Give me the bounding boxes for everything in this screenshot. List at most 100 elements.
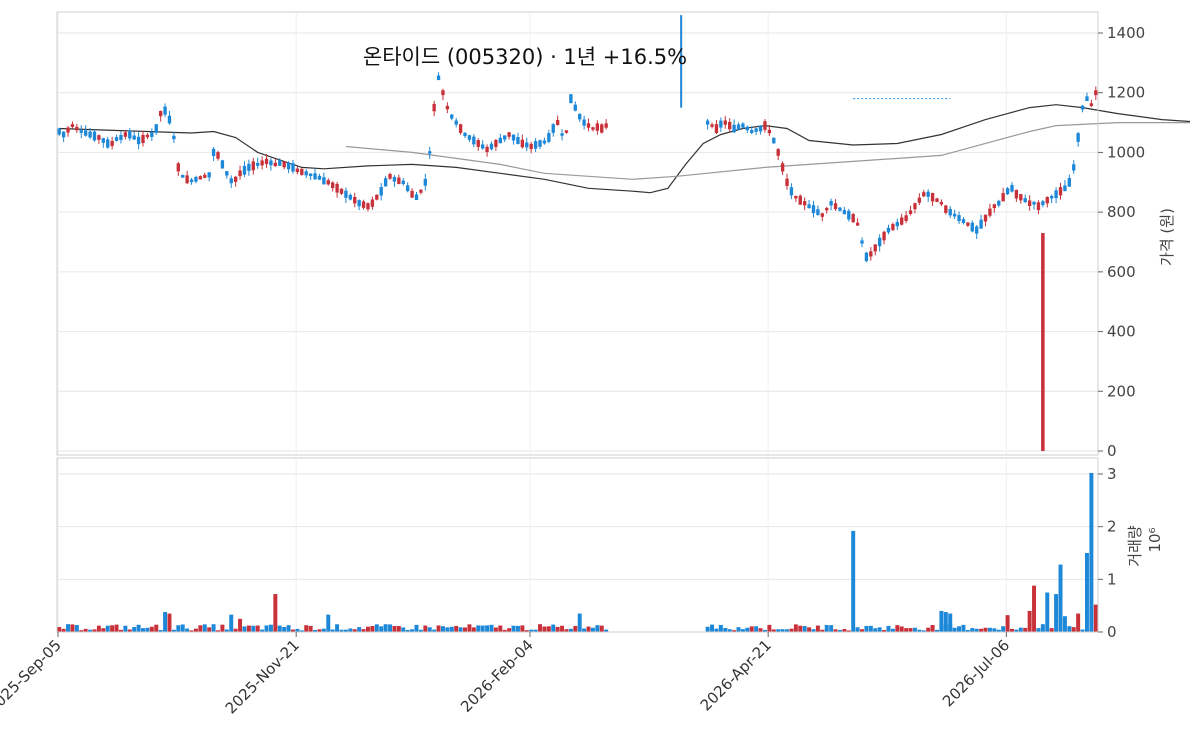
volume-bar: [379, 626, 384, 632]
volume-bar: [1080, 629, 1085, 632]
volume-bar: [330, 629, 335, 632]
candle-body: [176, 163, 180, 172]
candle-body: [1094, 90, 1098, 96]
volume-tick-label: 3: [1107, 465, 1117, 483]
volume-bar: [432, 629, 437, 632]
volume-bar: [427, 627, 432, 632]
volume-bar: [1089, 472, 1094, 632]
volume-bar: [921, 630, 926, 632]
volume-bar: [555, 626, 560, 632]
candle-body: [930, 192, 935, 202]
candle-body: [1014, 189, 1019, 199]
candle-body: [750, 129, 754, 134]
candle-body: [922, 192, 926, 197]
volume-bar: [313, 629, 318, 632]
volume-bar: [520, 625, 525, 632]
candle-body: [392, 176, 397, 182]
volume-bar: [255, 625, 260, 632]
volume-bar: [718, 624, 723, 632]
candle-body: [1089, 103, 1094, 107]
volume-bar: [189, 630, 194, 632]
candle-body: [339, 188, 344, 194]
volume-tick-label: 1: [1107, 570, 1117, 588]
candle-body: [414, 194, 419, 201]
volume-bar: [96, 625, 101, 632]
volume-bar: [1005, 615, 1010, 632]
candle-body: [825, 207, 829, 211]
volume-bar: [864, 625, 869, 632]
volume-bar: [952, 627, 957, 632]
axis-ticks: 0 200 400 600 800 1000 1200 1400 0 1 2 3 2025-Sep-05…: [0, 24, 1145, 717]
volume-bar: [983, 627, 988, 632]
volume-bar: [524, 630, 529, 632]
candle-body: [322, 177, 326, 185]
volume-bar: [282, 627, 287, 632]
candle-body: [833, 203, 838, 210]
volume-bar: [890, 628, 895, 632]
candle-body: [119, 134, 123, 141]
volume-bar: [908, 628, 913, 632]
candle-body: [877, 237, 882, 247]
volume-bar: [776, 629, 781, 632]
volume-axis-unit: 10⁶: [1146, 527, 1164, 552]
volume-bar: [352, 629, 357, 632]
candle-body: [150, 132, 154, 138]
volume-bar: [1093, 604, 1098, 632]
volume-bar: [242, 626, 247, 632]
volume-bar: [458, 627, 463, 632]
candle-body: [882, 231, 886, 241]
volume-tick-label: 2: [1107, 518, 1117, 536]
volume-bar: [396, 625, 401, 632]
candle-body: [194, 176, 198, 182]
candle-body: [741, 123, 745, 128]
volume-bar: [758, 628, 763, 632]
candle-body: [163, 106, 167, 115]
candle-body: [128, 130, 132, 139]
volume-bar: [154, 624, 159, 632]
volume-bar: [176, 625, 181, 632]
candle-body: [313, 173, 317, 180]
candle-body: [957, 215, 961, 222]
volume-bar: [101, 628, 106, 632]
candle-body: [979, 219, 983, 229]
volume-bar: [815, 625, 820, 632]
volume-bar: [736, 627, 741, 632]
volume-bar: [211, 624, 216, 632]
candle-body: [467, 135, 472, 140]
candle-body: [383, 178, 388, 187]
volume-bar: [114, 624, 119, 632]
volume-bar: [802, 626, 807, 632]
volume-bar: [171, 629, 176, 632]
candle-body: [533, 141, 538, 149]
candle-body: [88, 131, 92, 138]
volume-bar: [260, 629, 265, 632]
candle-body: [992, 204, 997, 209]
candle-body: [141, 134, 145, 144]
candle-body: [458, 124, 463, 133]
candle-body: [432, 103, 436, 112]
price-tick-label: 200: [1107, 382, 1136, 400]
volume-bar: [943, 611, 948, 632]
candle-body: [1036, 202, 1041, 211]
volume-bar: [118, 629, 123, 632]
volume-bar: [348, 628, 353, 632]
candle-body: [463, 132, 467, 137]
candle-body: [198, 176, 203, 180]
candle-body: [555, 120, 560, 126]
volume-bar: [207, 627, 212, 632]
volume-bar: [141, 628, 145, 632]
volume-bar: [105, 625, 110, 632]
volume-bar: [132, 627, 137, 632]
candle-body: [154, 124, 158, 133]
candle-body: [851, 214, 855, 223]
volume-bar: [193, 628, 198, 632]
price-tick-label: 0: [1107, 442, 1117, 460]
candle-body: [869, 251, 873, 257]
volume-bar: [1049, 628, 1054, 632]
candle-body: [445, 105, 450, 110]
x-tick-label: 2025-Sep-05: [0, 636, 65, 717]
volume-bar: [202, 624, 207, 632]
candle-body: [1054, 190, 1058, 199]
x-tick-label: 2025-Nov-21: [222, 636, 303, 717]
candle-body: [816, 209, 820, 216]
